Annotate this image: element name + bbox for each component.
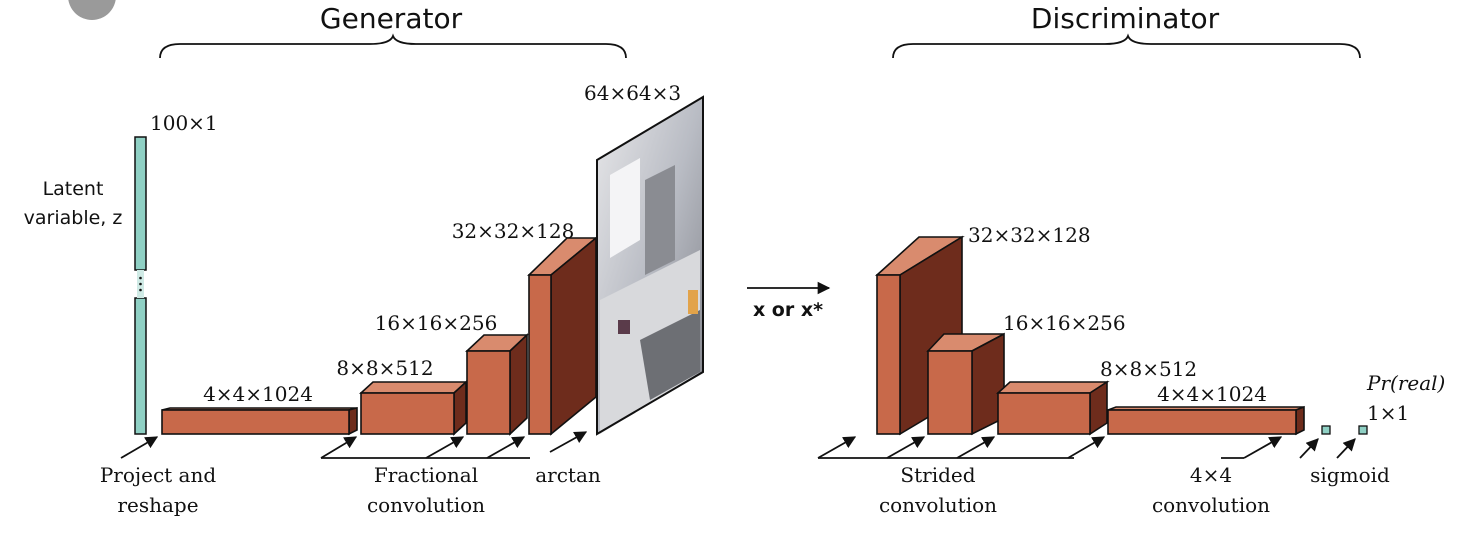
project-arrow — [120, 436, 159, 459]
disc-block-4x4x1024 — [1107, 405, 1305, 436]
arctan-label: arctan — [535, 463, 601, 487]
latent-vector — [134, 136, 147, 435]
disc-layer-label-3: 8×8×512 — [1100, 357, 1197, 381]
gen-block-4x4x1024 — [161, 406, 358, 436]
fractional-arrow-3 — [486, 436, 526, 459]
arctan-arrow — [549, 431, 588, 453]
disc-layer-label-1: 32×32×128 — [968, 223, 1091, 247]
fractional-arrow-2 — [425, 436, 465, 459]
strided-arrow-4 — [1067, 436, 1106, 459]
gen-layer-label-3: 16×16×256 — [375, 311, 498, 335]
gen-layer-label-2: 8×8×512 — [336, 356, 433, 380]
disc-layer-label-4: 4×4×1024 — [1157, 382, 1267, 406]
gen-layer-label-1: 4×4×1024 — [203, 382, 313, 406]
output-unit — [1358, 425, 1368, 435]
disc-block-16x16x256 — [926, 332, 1005, 436]
disc-layer-label-2: 16×16×256 — [1003, 311, 1126, 335]
discriminator-title: Discriminator — [1031, 2, 1220, 35]
strided-label-line2: convolution — [879, 493, 997, 517]
strided-arrow-3 — [956, 436, 996, 459]
sigmoid-arrow-1 — [1299, 438, 1319, 459]
project-label-line2: reshape — [117, 493, 198, 517]
conv4-label-line1: 4×4 — [1190, 463, 1232, 487]
output-label: Pr(real) — [1366, 371, 1445, 395]
disc-block-32x32x128 — [874, 235, 965, 436]
discriminator-brace — [892, 33, 1361, 59]
fractional-label-line2: convolution — [367, 493, 485, 517]
output-unit-pre — [1321, 425, 1331, 435]
input-label: x or x* — [753, 299, 823, 321]
latent-dim-label: 100×1 — [150, 111, 218, 135]
disc-block-8x8x512 — [995, 380, 1110, 436]
strided-label-line1: Strided — [900, 463, 975, 487]
strided-arrow-1 — [817, 436, 857, 459]
generator-title: Generator — [320, 2, 463, 35]
generator-brace — [159, 33, 627, 59]
project-label-line1: Project and — [100, 463, 216, 487]
fractional-label-line1: Fractional — [374, 463, 478, 487]
sigmoid-label: sigmoid — [1310, 463, 1390, 487]
conv4-label-line2: convolution — [1152, 493, 1270, 517]
fractional-arrow-1 — [320, 436, 358, 459]
latent-label-line1: Latent — [43, 178, 104, 200]
output-dim-label: 1×1 — [1367, 401, 1409, 425]
gen-block-8x8x512 — [358, 380, 469, 436]
strided-arrow-2 — [886, 436, 926, 459]
latent-label-line2: variable, z — [24, 207, 123, 229]
sigmoid-arrow-2 — [1336, 438, 1356, 459]
corner-circle-decoration — [68, 0, 116, 20]
image-dim-label: 64×64×3 — [584, 81, 681, 105]
gen-layer-label-4: 32×32×128 — [452, 219, 575, 243]
gen-block-32x32x128 — [527, 236, 599, 436]
conv4-arrow — [1243, 436, 1283, 459]
gen-block-16x16x256 — [464, 333, 530, 436]
generated-image — [596, 95, 704, 436]
